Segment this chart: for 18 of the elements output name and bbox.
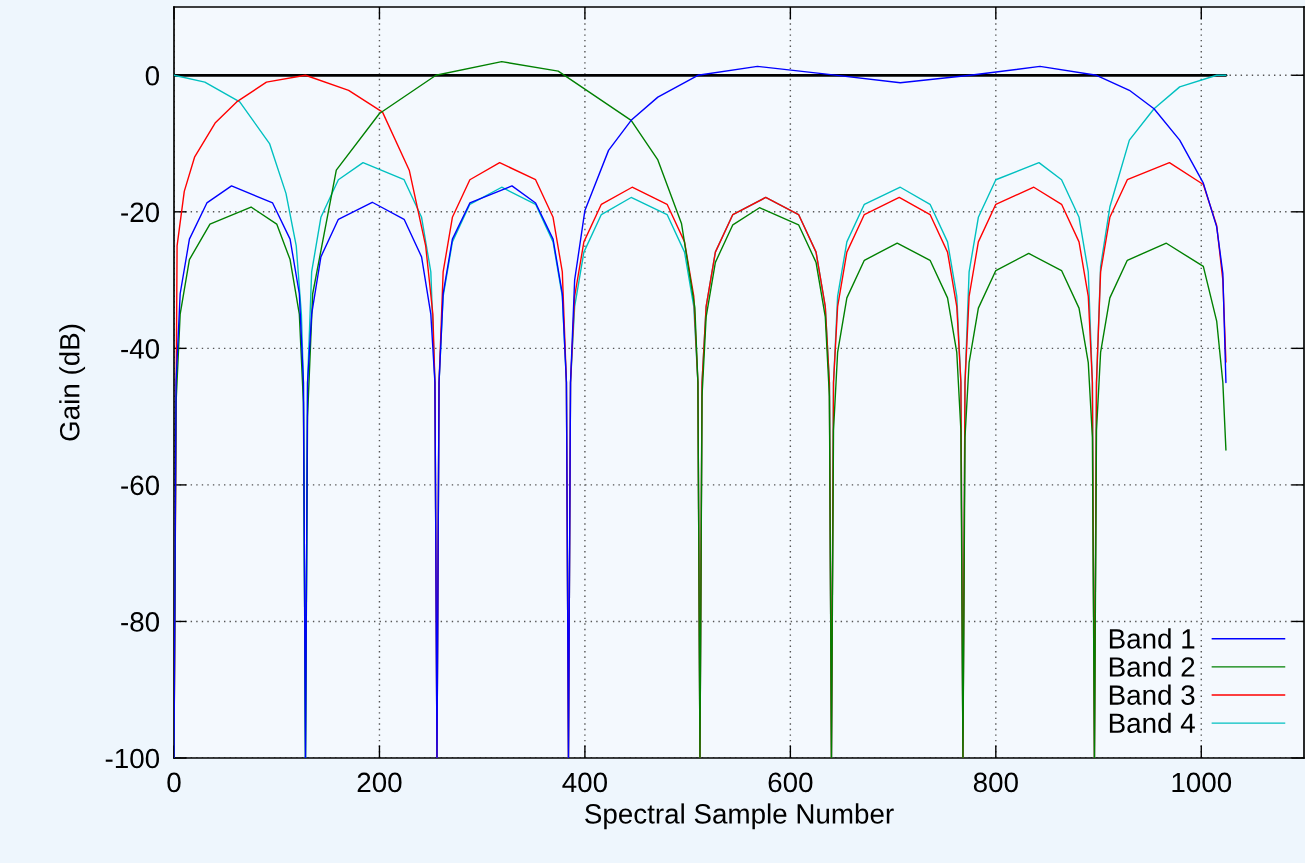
y-tick-label: -40: [121, 339, 160, 359]
x-tick-label: 400: [562, 772, 607, 793]
x-tick-label: 1000: [1172, 772, 1232, 793]
legend-label: Band 1: [1109, 628, 1195, 649]
y-tick-label: 0: [145, 65, 160, 86]
x-tick-label: 800: [973, 772, 1018, 793]
x-tick-label: 600: [768, 772, 813, 793]
legend-label: Band 2: [1109, 656, 1195, 677]
x-axis-title: Spectral Sample Number: [585, 803, 894, 830]
y-axis-title: Gain (dB): [59, 324, 86, 441]
legend-label: Band 4: [1109, 712, 1195, 734]
y-tick-label: -60: [121, 475, 160, 496]
x-tick-label: 0: [167, 772, 181, 793]
y-tick-label: -20: [121, 202, 160, 223]
legend-label: Band 3: [1109, 684, 1195, 705]
y-tick-label: -80: [121, 612, 160, 632]
y-tick-label: -100: [105, 748, 160, 769]
x-tick-label: 200: [357, 772, 402, 793]
